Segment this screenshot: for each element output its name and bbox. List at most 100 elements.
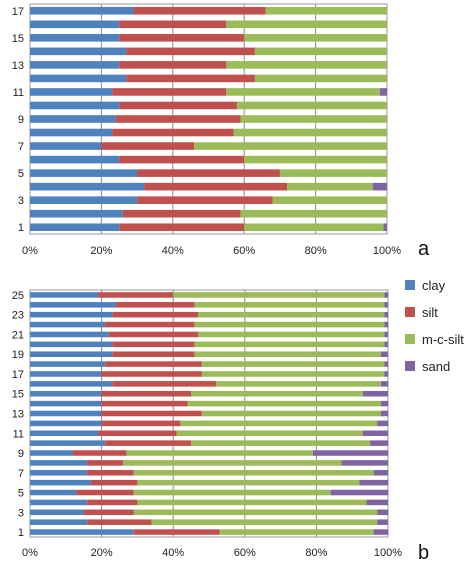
bar-segment-m-c-silt (133, 509, 378, 516)
bar-segment-silt (112, 351, 195, 357)
bar-segment-m-c-silt (287, 182, 373, 191)
bar-segment-clay (30, 47, 127, 56)
bar-segment-silt (105, 440, 192, 446)
bar-segment-silt (112, 341, 195, 348)
y-tick-label: 23 (12, 310, 24, 322)
y-tick-label: 17 (12, 6, 24, 18)
bar-segment-m-c-silt (126, 450, 313, 456)
bar-segment-m-c-silt (240, 209, 387, 218)
bar-segment-silt (133, 6, 266, 15)
bar-segment-sand (384, 321, 388, 328)
bar-segment-silt (87, 470, 134, 476)
bar-segment-clay (30, 470, 88, 476)
x-tick-label: 20% (91, 547, 113, 559)
bar-segment-clay (30, 196, 138, 204)
bar-segment-silt (119, 34, 245, 42)
y-tick-label: 13 (12, 409, 24, 421)
bar-segment-m-c-silt (191, 440, 371, 446)
y-tick-label: 1 (18, 222, 24, 234)
bar-segment-silt (112, 88, 227, 96)
bar-segment-silt (101, 410, 202, 417)
bar-segment-sand (341, 460, 388, 466)
bar-segment-silt (144, 182, 288, 191)
bar-segment-sand (380, 410, 388, 417)
bar-segment-sand (362, 430, 388, 437)
bar-segment-silt (119, 20, 227, 29)
bar-segment-sand (380, 381, 388, 387)
bar-segment-silt (87, 499, 138, 506)
bar-segment-m-c-silt (201, 410, 381, 417)
bar-segment-sand (366, 499, 388, 506)
bar-segment-silt (101, 142, 195, 150)
bar-segment-silt (90, 479, 138, 486)
y-tick-label: 25 (12, 290, 24, 302)
x-tick-label: 60% (233, 245, 255, 257)
y-tick-label: 3 (18, 195, 24, 207)
legend-swatch-m-c-silt (405, 334, 415, 344)
bar-segment-clay (30, 390, 102, 397)
bar-segment-clay (30, 420, 102, 427)
bar-segment-m-c-silt (244, 34, 387, 42)
bar-segment-m-c-silt (191, 390, 363, 397)
bar-segment-sand (373, 529, 388, 535)
bar-segment-m-c-silt (244, 155, 387, 164)
bar-segment-clay (30, 302, 116, 308)
bar-segment-m-c-silt (244, 223, 384, 232)
panel-letter: b (418, 542, 429, 564)
bar-segment-clay (30, 430, 99, 437)
bar-segment-m-c-silt (194, 351, 381, 357)
x-tick-label: 100% (373, 245, 401, 257)
bar-segment-silt (87, 519, 152, 525)
bar-segment-clay (30, 101, 120, 110)
bar-segment-sand (373, 470, 388, 476)
bar-segment-silt (72, 450, 127, 456)
bar-segment-silt (98, 292, 174, 298)
bar-segment-m-c-silt (137, 479, 360, 486)
bar-segment-silt (101, 400, 188, 407)
bar-segment-m-c-silt (219, 529, 374, 535)
bar-segment-silt (119, 101, 238, 110)
bar-segment-m-c-silt (233, 128, 387, 137)
bar-segment-silt (119, 61, 227, 69)
legend-label-clay: clay (422, 278, 446, 293)
bar-segment-m-c-silt (137, 499, 367, 506)
bar-segment-clay (30, 460, 88, 466)
bar-segment-silt (126, 47, 255, 56)
bar-segment-clay (30, 20, 120, 29)
bar-segment-clay (30, 440, 106, 446)
y-tick-label: 19 (12, 349, 24, 361)
bar-segment-silt (119, 155, 245, 164)
bar-segment-silt (112, 311, 199, 318)
bar-segment-m-c-silt (240, 115, 387, 123)
bar-segment-m-c-silt (123, 460, 342, 466)
bar-segment-m-c-silt (194, 341, 385, 348)
bar-segment-clay (30, 311, 113, 318)
bar-segment-m-c-silt (226, 88, 380, 96)
bar-segment-silt (133, 529, 220, 535)
y-tick-label: 1 (18, 527, 24, 539)
bar-segment-silt (115, 115, 241, 123)
bar-segment-silt (87, 460, 124, 466)
bar-segment-m-c-silt (194, 321, 385, 328)
bar-segment-clay (30, 479, 91, 486)
bar-segment-silt (112, 128, 234, 137)
x-tick-label: 0% (22, 245, 38, 257)
bar-segment-sand (377, 519, 388, 525)
bar-segment-clay (30, 509, 84, 516)
bar-segment-clay (30, 292, 99, 298)
bar-segment-sand (380, 400, 388, 407)
bar-segment-clay (30, 115, 116, 123)
bar-segment-m-c-silt (254, 74, 387, 83)
bar-segment-clay (30, 351, 113, 357)
bar-segment-sand (380, 351, 388, 357)
bar-segment-clay (30, 410, 102, 417)
bar-segment-m-c-silt (198, 331, 385, 338)
bar-segment-clay (30, 182, 145, 191)
bar-segment-m-c-silt (272, 196, 387, 204)
bar-segment-clay (30, 341, 113, 348)
bar-segment-silt (105, 361, 202, 367)
bar-segment-clay (30, 6, 134, 15)
bar-segment-sand (370, 440, 388, 446)
bar-segment-clay (30, 371, 102, 377)
